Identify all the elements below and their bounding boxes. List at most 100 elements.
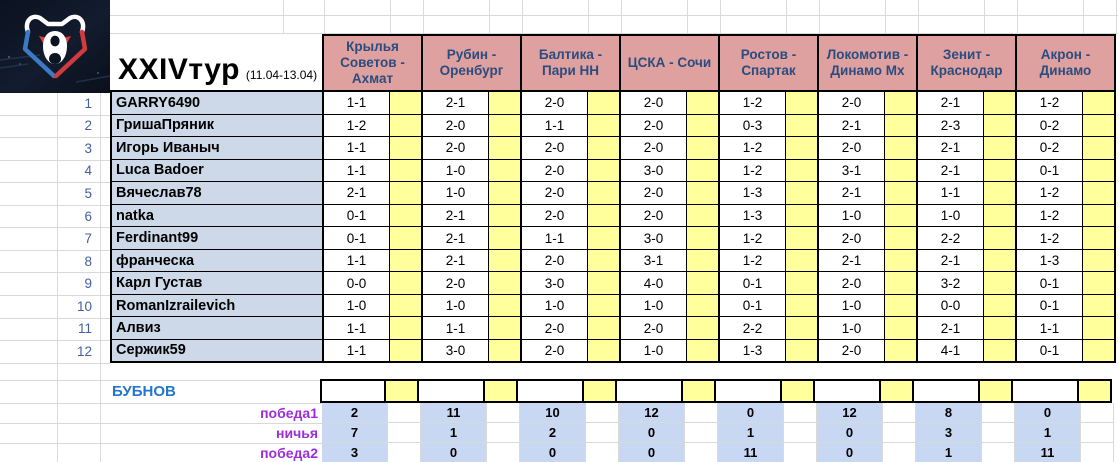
points-cell[interactable] xyxy=(1083,227,1116,250)
points-cell[interactable] xyxy=(885,92,918,115)
prediction-cell[interactable]: 1-2 xyxy=(720,159,786,183)
prediction-cell[interactable]: 2-0 xyxy=(621,92,687,115)
prediction-cell[interactable]: 2-2 xyxy=(720,317,786,341)
prediction-cell[interactable]: 2-1 xyxy=(423,204,489,228)
prediction-cell[interactable]: 1-2 xyxy=(1017,92,1083,115)
player-name-cell[interactable]: Вячеслав78 xyxy=(110,182,324,205)
prediction-cell[interactable]: 1-2 xyxy=(1017,182,1083,205)
points-cell[interactable] xyxy=(489,182,522,205)
points-cell[interactable] xyxy=(489,227,522,250)
points-cell[interactable] xyxy=(390,249,423,273)
points-cell[interactable] xyxy=(390,317,423,341)
points-cell[interactable] xyxy=(489,272,522,295)
player-name-cell[interactable]: GARRY6490 xyxy=(110,92,324,115)
stat-empty-cell[interactable] xyxy=(982,443,1015,462)
player-name-cell[interactable]: франческа xyxy=(110,249,324,273)
points-cell[interactable] xyxy=(588,204,621,228)
bubnov-points-cell[interactable] xyxy=(782,379,815,403)
points-cell[interactable] xyxy=(687,137,720,160)
prediction-cell[interactable]: 2-2 xyxy=(918,227,984,250)
prediction-cell[interactable]: 2-0 xyxy=(522,249,588,273)
points-cell[interactable] xyxy=(786,159,819,183)
stat-empty-cell[interactable] xyxy=(586,423,619,443)
bubnov-prediction-cell[interactable] xyxy=(419,379,485,403)
stat-value-cell[interactable]: 3 xyxy=(322,443,388,462)
points-cell[interactable] xyxy=(885,294,918,318)
points-cell[interactable] xyxy=(588,182,621,205)
prediction-cell[interactable]: 2-0 xyxy=(621,182,687,205)
prediction-cell[interactable]: 3-2 xyxy=(918,272,984,295)
prediction-cell[interactable]: 1-2 xyxy=(720,249,786,273)
prediction-cell[interactable]: 2-1 xyxy=(819,114,885,138)
prediction-cell[interactable]: 2-1 xyxy=(819,249,885,273)
points-cell[interactable] xyxy=(390,272,423,295)
prediction-cell[interactable]: 2-0 xyxy=(819,272,885,295)
points-cell[interactable] xyxy=(588,227,621,250)
prediction-cell[interactable]: 2-1 xyxy=(423,227,489,250)
points-cell[interactable] xyxy=(390,114,423,138)
stat-value-cell[interactable]: 0 xyxy=(619,443,685,462)
points-cell[interactable] xyxy=(1083,272,1116,295)
prediction-cell[interactable]: 1-3 xyxy=(1017,249,1083,273)
prediction-cell[interactable]: 1-2 xyxy=(720,137,786,160)
points-cell[interactable] xyxy=(885,159,918,183)
prediction-cell[interactable]: 1-1 xyxy=(918,182,984,205)
points-cell[interactable] xyxy=(984,159,1017,183)
prediction-cell[interactable]: 1-0 xyxy=(522,294,588,318)
stat-empty-cell[interactable] xyxy=(982,423,1015,443)
prediction-cell[interactable]: 0-1 xyxy=(1017,272,1083,295)
player-name-cell[interactable]: natka xyxy=(110,204,324,228)
bubnov-points-cell[interactable] xyxy=(683,379,716,403)
points-cell[interactable] xyxy=(984,249,1017,273)
prediction-cell[interactable]: 2-0 xyxy=(621,317,687,341)
points-cell[interactable] xyxy=(984,204,1017,228)
stat-value-cell[interactable]: 0 xyxy=(520,443,586,462)
prediction-cell[interactable]: 1-0 xyxy=(324,294,390,318)
player-name-cell[interactable]: Сержик59 xyxy=(110,340,324,363)
points-cell[interactable] xyxy=(786,294,819,318)
points-cell[interactable] xyxy=(489,137,522,160)
points-cell[interactable] xyxy=(489,294,522,318)
prediction-cell[interactable]: 0-1 xyxy=(1017,159,1083,183)
points-cell[interactable] xyxy=(489,204,522,228)
stat-value-cell[interactable]: 10 xyxy=(520,403,586,423)
prediction-cell[interactable]: 0-2 xyxy=(1017,137,1083,160)
points-cell[interactable] xyxy=(786,182,819,205)
prediction-cell[interactable]: 2-0 xyxy=(621,204,687,228)
prediction-cell[interactable]: 1-1 xyxy=(423,317,489,341)
points-cell[interactable] xyxy=(786,249,819,273)
prediction-cell[interactable]: 1-0 xyxy=(918,204,984,228)
stat-value-cell[interactable]: 0 xyxy=(817,443,883,462)
stat-empty-cell[interactable] xyxy=(388,403,421,423)
stat-empty-cell[interactable] xyxy=(982,403,1015,423)
points-cell[interactable] xyxy=(1083,114,1116,138)
bubnov-points-cell[interactable] xyxy=(881,379,914,403)
prediction-cell[interactable]: 3-1 xyxy=(621,249,687,273)
prediction-cell[interactable]: 1-1 xyxy=(324,249,390,273)
points-cell[interactable] xyxy=(786,317,819,341)
points-cell[interactable] xyxy=(1083,159,1116,183)
points-cell[interactable] xyxy=(489,317,522,341)
points-cell[interactable] xyxy=(786,340,819,363)
prediction-cell[interactable]: 3-0 xyxy=(423,340,489,363)
points-cell[interactable] xyxy=(786,137,819,160)
prediction-cell[interactable]: 1-0 xyxy=(423,159,489,183)
bubnov-prediction-cell[interactable] xyxy=(320,379,386,403)
points-cell[interactable] xyxy=(885,137,918,160)
bubnov-points-cell[interactable] xyxy=(386,379,419,403)
stat-empty-cell[interactable] xyxy=(883,443,916,462)
player-name-cell[interactable]: Карл Густав xyxy=(110,272,324,295)
stat-empty-cell[interactable] xyxy=(784,423,817,443)
stat-value-cell[interactable]: 12 xyxy=(817,403,883,423)
points-cell[interactable] xyxy=(588,159,621,183)
prediction-cell[interactable]: 3-0 xyxy=(522,272,588,295)
player-name-cell[interactable]: Luca Badoer xyxy=(110,159,324,183)
points-cell[interactable] xyxy=(984,137,1017,160)
bubnov-prediction-cell[interactable] xyxy=(518,379,584,403)
stat-empty-cell[interactable] xyxy=(784,403,817,423)
prediction-cell[interactable]: 0-0 xyxy=(324,272,390,295)
points-cell[interactable] xyxy=(984,340,1017,363)
prediction-cell[interactable]: 2-1 xyxy=(918,317,984,341)
prediction-cell[interactable]: 3-0 xyxy=(621,227,687,250)
points-cell[interactable] xyxy=(390,159,423,183)
